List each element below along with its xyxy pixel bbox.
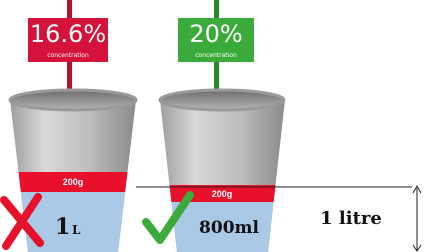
sign-value: 16.6%: [30, 20, 106, 48]
sign-caption: concentration: [195, 52, 237, 59]
level-label: 1 litre: [320, 208, 382, 229]
amount: 1: [55, 214, 70, 240]
band-label: 200g: [212, 189, 233, 199]
sign-value: 20%: [189, 20, 242, 48]
band-label: 200g: [63, 177, 84, 187]
amount: 800ml: [199, 218, 259, 238]
bucket-rim: [160, 90, 284, 110]
unit: L: [72, 223, 81, 237]
sign-caption: concentration: [47, 52, 89, 59]
illustration: 16.6% concentration 20% concentration 20…: [0, 0, 427, 252]
bucket-rim: [10, 90, 136, 110]
